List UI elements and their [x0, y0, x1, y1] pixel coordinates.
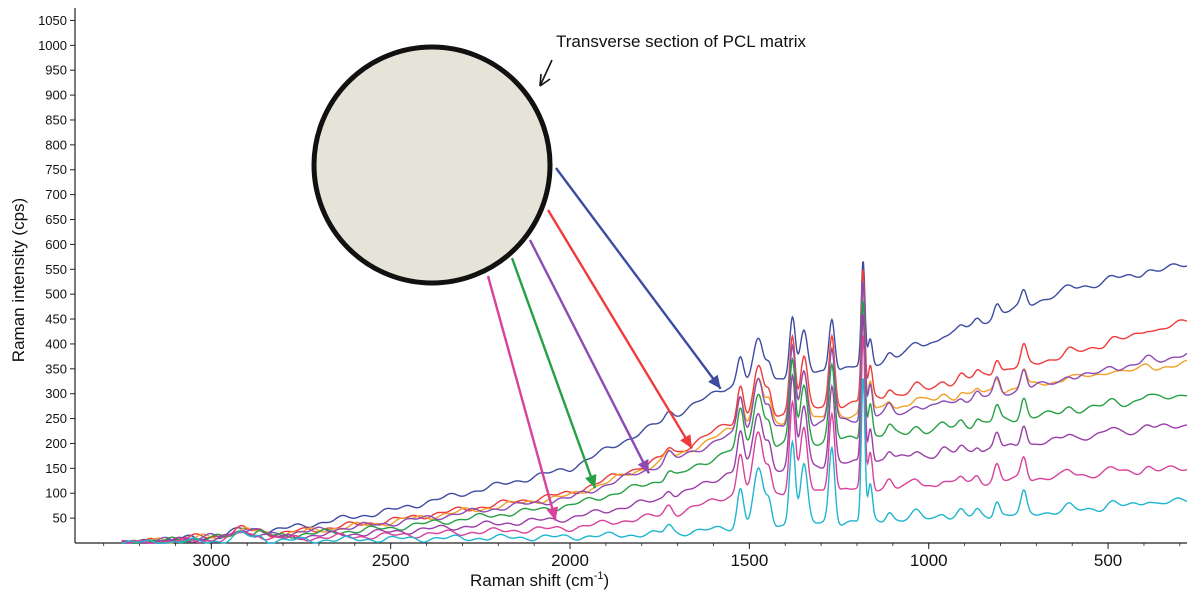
pointer-arrow-head: [708, 374, 721, 389]
spectrum-line: [121, 269, 1187, 544]
y-tick-label: 350: [45, 361, 67, 376]
y-tick-label: 650: [45, 212, 67, 227]
y-tick-label: 1050: [38, 13, 67, 28]
y-tick-label: 200: [45, 436, 67, 451]
pointer-arrow-head: [637, 459, 649, 474]
arrows-group: [486, 167, 722, 521]
x-tick-label: 1500: [730, 551, 768, 570]
pointer-arrow-line: [510, 257, 597, 489]
x-tick-label: 500: [1094, 551, 1122, 570]
pointer-arrow-head: [585, 473, 597, 489]
y-tick-label: 700: [45, 187, 67, 202]
x-tick-label: 2000: [551, 551, 589, 570]
y-axis-title: Raman intensity (cps): [9, 198, 28, 362]
y-tick-label: 850: [45, 112, 67, 127]
y-tick-label: 100: [45, 486, 67, 501]
spectrum-line: [121, 377, 1187, 544]
x-axis-title-tail: ): [604, 571, 610, 590]
y-tick-label: 500: [45, 287, 67, 302]
annotation-group: Transverse section of PCL matrix: [311, 32, 807, 286]
spectrum-line: [121, 284, 1187, 544]
spectrum-line: [121, 300, 1187, 544]
pointer-arrow-line: [546, 209, 694, 450]
y-tick-label: 900: [45, 88, 67, 103]
y-tick-label: 1000: [38, 38, 67, 53]
y-tick-label: 950: [45, 63, 67, 78]
annotation-pointer-line: [539, 59, 553, 87]
spectrum-line: [121, 260, 1187, 544]
annotation-text: Transverse section of PCL matrix: [556, 32, 807, 51]
spectrum-line: [121, 313, 1187, 544]
y-tick-label: 250: [45, 411, 67, 426]
series-group: [121, 260, 1187, 544]
pointer-arrow-line: [555, 167, 722, 390]
pointer-arrow-head: [546, 506, 558, 521]
y-ticks: 50 100 150 200 250 300 350 400 450 500 550 600 650 70…: [38, 13, 75, 526]
x-axis-title-superscript: -1: [594, 570, 604, 582]
y-tick-label: 300: [45, 386, 67, 401]
x-tick-label: 3000: [192, 551, 230, 570]
spectrum-line: [121, 281, 1187, 544]
y-tick-label: 750: [45, 162, 67, 177]
y-tick-label: 50: [53, 511, 67, 526]
x-axis-title-main: Raman shift (cm: [470, 571, 594, 590]
y-tick-label: 800: [45, 137, 67, 152]
pointer-arrow-head: [680, 434, 692, 449]
annotation-pointer-head: [539, 73, 551, 87]
axes: [74, 8, 1187, 544]
x-axis-title: Raman shift (cm-1): [470, 570, 609, 590]
spectrum-line: [121, 334, 1187, 544]
y-tick-label: 400: [45, 336, 67, 351]
pcl-section-circle: [311, 44, 553, 286]
pointer-arrow-line: [486, 275, 557, 521]
x-tick-label: 1000: [910, 551, 948, 570]
y-tick-label: 150: [45, 461, 67, 476]
y-tick-label: 450: [45, 312, 67, 327]
y-tick-label: 550: [45, 262, 67, 277]
pointer-arrow-line: [528, 239, 651, 474]
x-tick-label: 2500: [372, 551, 410, 570]
y-tick-label: 600: [45, 237, 67, 252]
x-ticks: 3000 2500 2000 1500 1000 500: [103, 543, 1181, 570]
